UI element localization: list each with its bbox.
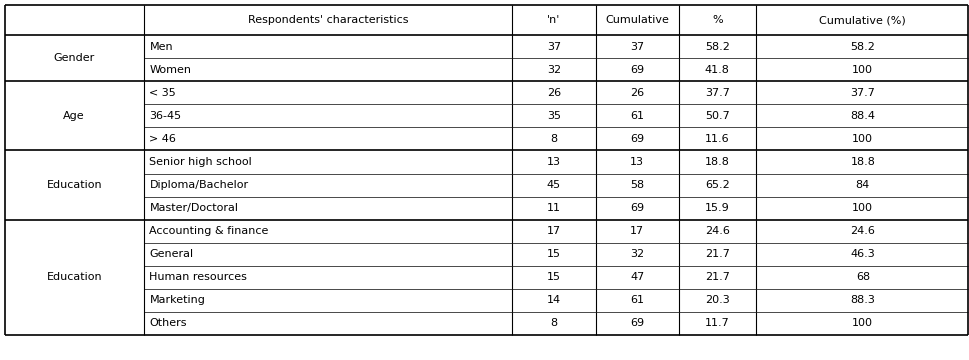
- Text: Men: Men: [149, 42, 172, 52]
- Text: 15.9: 15.9: [704, 203, 729, 213]
- Text: 58: 58: [630, 180, 643, 190]
- Text: Others: Others: [149, 318, 187, 328]
- Text: 47: 47: [630, 272, 643, 282]
- Text: 100: 100: [852, 65, 872, 75]
- Text: 20.3: 20.3: [704, 295, 729, 305]
- Text: 36-45: 36-45: [149, 111, 181, 121]
- Text: 69: 69: [630, 134, 643, 144]
- Text: 84: 84: [855, 180, 869, 190]
- Text: Accounting & finance: Accounting & finance: [149, 226, 268, 236]
- Text: 8: 8: [549, 134, 557, 144]
- Text: Senior high school: Senior high school: [149, 157, 252, 167]
- Text: 45: 45: [547, 180, 560, 190]
- Text: 11.6: 11.6: [704, 134, 729, 144]
- Text: 46.3: 46.3: [850, 249, 874, 259]
- Text: 32: 32: [630, 249, 643, 259]
- Text: 18.8: 18.8: [704, 157, 729, 167]
- Text: 11.7: 11.7: [704, 318, 729, 328]
- Text: 24.6: 24.6: [704, 226, 729, 236]
- Text: 26: 26: [547, 88, 560, 98]
- Text: 37.7: 37.7: [850, 88, 874, 98]
- Text: 58.2: 58.2: [704, 42, 729, 52]
- Text: > 46: > 46: [149, 134, 176, 144]
- Text: Age: Age: [63, 111, 85, 121]
- Text: 24.6: 24.6: [850, 226, 874, 236]
- Text: 100: 100: [852, 134, 872, 144]
- Text: 13: 13: [547, 157, 560, 167]
- Text: 8: 8: [549, 318, 557, 328]
- Text: Marketing: Marketing: [149, 295, 205, 305]
- Text: 68: 68: [855, 272, 869, 282]
- Text: Cumulative: Cumulative: [605, 15, 669, 25]
- Text: Gender: Gender: [53, 53, 95, 63]
- Text: 26: 26: [630, 88, 643, 98]
- Text: 15: 15: [547, 249, 560, 259]
- Text: 18.8: 18.8: [850, 157, 874, 167]
- Text: Master/Doctoral: Master/Doctoral: [149, 203, 238, 213]
- Text: Human resources: Human resources: [149, 272, 247, 282]
- Text: 14: 14: [547, 295, 560, 305]
- Text: 69: 69: [630, 318, 643, 328]
- Text: 35: 35: [547, 111, 560, 121]
- Text: 'n': 'n': [547, 15, 560, 25]
- Text: 58.2: 58.2: [850, 42, 874, 52]
- Text: Women: Women: [149, 65, 191, 75]
- Text: 100: 100: [852, 318, 872, 328]
- Text: 100: 100: [852, 203, 872, 213]
- Text: Education: Education: [47, 180, 102, 190]
- Text: 21.7: 21.7: [704, 272, 729, 282]
- Text: 61: 61: [630, 295, 643, 305]
- Text: Respondents' characteristics: Respondents' characteristics: [247, 15, 408, 25]
- Text: 15: 15: [547, 272, 560, 282]
- Text: 11: 11: [547, 203, 560, 213]
- Text: 17: 17: [630, 226, 643, 236]
- Text: 21.7: 21.7: [704, 249, 729, 259]
- Text: < 35: < 35: [149, 88, 176, 98]
- Text: 88.4: 88.4: [850, 111, 874, 121]
- Text: 69: 69: [630, 65, 643, 75]
- Text: 17: 17: [547, 226, 560, 236]
- Text: 65.2: 65.2: [704, 180, 729, 190]
- Text: 41.8: 41.8: [704, 65, 729, 75]
- Text: 37: 37: [547, 42, 560, 52]
- Text: %: %: [711, 15, 722, 25]
- Text: 61: 61: [630, 111, 643, 121]
- Text: 32: 32: [547, 65, 560, 75]
- Text: Education: Education: [47, 272, 102, 282]
- Text: 13: 13: [630, 157, 643, 167]
- Text: 69: 69: [630, 203, 643, 213]
- Text: 88.3: 88.3: [850, 295, 874, 305]
- Text: Diploma/Bachelor: Diploma/Bachelor: [149, 180, 248, 190]
- Text: Cumulative (%): Cumulative (%): [819, 15, 905, 25]
- Text: 50.7: 50.7: [704, 111, 729, 121]
- Text: General: General: [149, 249, 193, 259]
- Text: 37: 37: [630, 42, 643, 52]
- Text: 37.7: 37.7: [704, 88, 729, 98]
